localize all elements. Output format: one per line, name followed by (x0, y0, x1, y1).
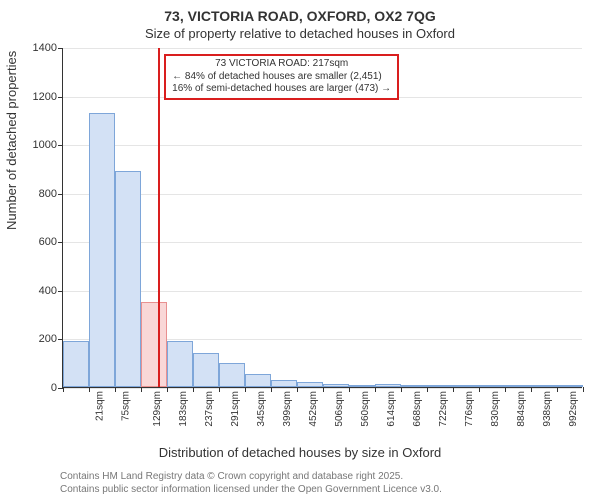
x-tick-mark (349, 387, 350, 392)
x-tick-mark (531, 387, 532, 392)
x-tick-label: 75sqm (115, 387, 132, 421)
x-tick-label: 614sqm (380, 387, 397, 427)
x-tick-mark (141, 387, 142, 392)
histogram-bar (271, 380, 297, 387)
x-tick-label: 291sqm (224, 387, 241, 427)
marker-line (158, 48, 160, 387)
x-tick-label: 992sqm (562, 387, 579, 427)
footer-line-1: Contains HM Land Registry data © Crown c… (60, 471, 442, 484)
x-tick-label: 560sqm (354, 387, 371, 427)
x-tick-mark (115, 387, 116, 392)
callout-line: 16% of semi-detached houses are larger (… (172, 83, 391, 96)
y-tick-label: 1000 (33, 139, 63, 151)
histogram-bar (167, 341, 193, 387)
x-tick-label: 452sqm (302, 387, 319, 427)
x-tick-mark (479, 387, 480, 392)
x-tick-mark (583, 387, 584, 392)
y-tick-label: 1200 (33, 91, 63, 103)
x-tick-label: 506sqm (328, 387, 345, 427)
x-tick-label: 938sqm (536, 387, 553, 427)
marker-callout: 73 VICTORIA ROAD: 217sqm← 84% of detache… (164, 54, 399, 100)
x-tick-label: 884sqm (510, 387, 527, 427)
x-tick-label: 776sqm (458, 387, 475, 427)
x-axis-label: Distribution of detached houses by size … (0, 445, 600, 460)
x-tick-mark (63, 387, 64, 392)
x-tick-mark (427, 387, 428, 392)
x-tick-label: 668sqm (406, 387, 423, 427)
gridline (63, 48, 582, 49)
histogram-bar (141, 302, 167, 387)
x-tick-mark (323, 387, 324, 392)
y-tick-label: 0 (51, 382, 63, 394)
y-axis-label: Number of detached properties (4, 51, 19, 230)
y-tick-label: 400 (39, 285, 63, 297)
x-tick-mark (245, 387, 246, 392)
y-tick-label: 800 (39, 188, 63, 200)
x-tick-label: 345sqm (250, 387, 267, 427)
x-tick-label: 399sqm (276, 387, 293, 427)
x-tick-label: 129sqm (146, 387, 163, 427)
y-tick-label: 600 (39, 236, 63, 248)
footer-line-2: Contains public sector information licen… (60, 484, 442, 497)
histogram-bar (193, 353, 219, 387)
chart-title: 73, VICTORIA ROAD, OXFORD, OX2 7QG (0, 8, 600, 24)
x-tick-mark (557, 387, 558, 392)
callout-line: ← 84% of detached houses are smaller (2,… (172, 71, 391, 84)
x-tick-label: 830sqm (484, 387, 501, 427)
histogram-bar (219, 363, 245, 387)
gridline (63, 145, 582, 146)
chart-footer: Contains HM Land Registry data © Crown c… (60, 471, 442, 496)
x-tick-mark (193, 387, 194, 392)
x-tick-mark (271, 387, 272, 392)
y-tick-label: 1400 (33, 42, 63, 54)
x-tick-mark (401, 387, 402, 392)
plot-area: 020040060080010001200140021sqm75sqm129sq… (62, 48, 582, 388)
x-tick-label: 237sqm (198, 387, 215, 427)
histogram-bar (63, 341, 89, 387)
histogram-bar (89, 113, 115, 387)
chart-subtitle: Size of property relative to detached ho… (0, 26, 600, 41)
x-tick-mark (297, 387, 298, 392)
callout-line: 73 VICTORIA ROAD: 217sqm (172, 58, 391, 71)
x-tick-mark (375, 387, 376, 392)
chart-container: 73, VICTORIA ROAD, OXFORD, OX2 7QG Size … (0, 0, 600, 500)
x-tick-label: 1046sqm (594, 387, 600, 432)
histogram-bar (245, 374, 271, 387)
x-tick-mark (453, 387, 454, 392)
y-tick-label: 200 (39, 333, 63, 345)
x-tick-label: 722sqm (432, 387, 449, 427)
x-tick-label: 21sqm (89, 387, 106, 421)
x-tick-mark (219, 387, 220, 392)
x-tick-mark (89, 387, 90, 392)
histogram-bar (115, 171, 141, 387)
x-tick-mark (505, 387, 506, 392)
x-tick-label: 183sqm (172, 387, 189, 427)
x-tick-mark (167, 387, 168, 392)
